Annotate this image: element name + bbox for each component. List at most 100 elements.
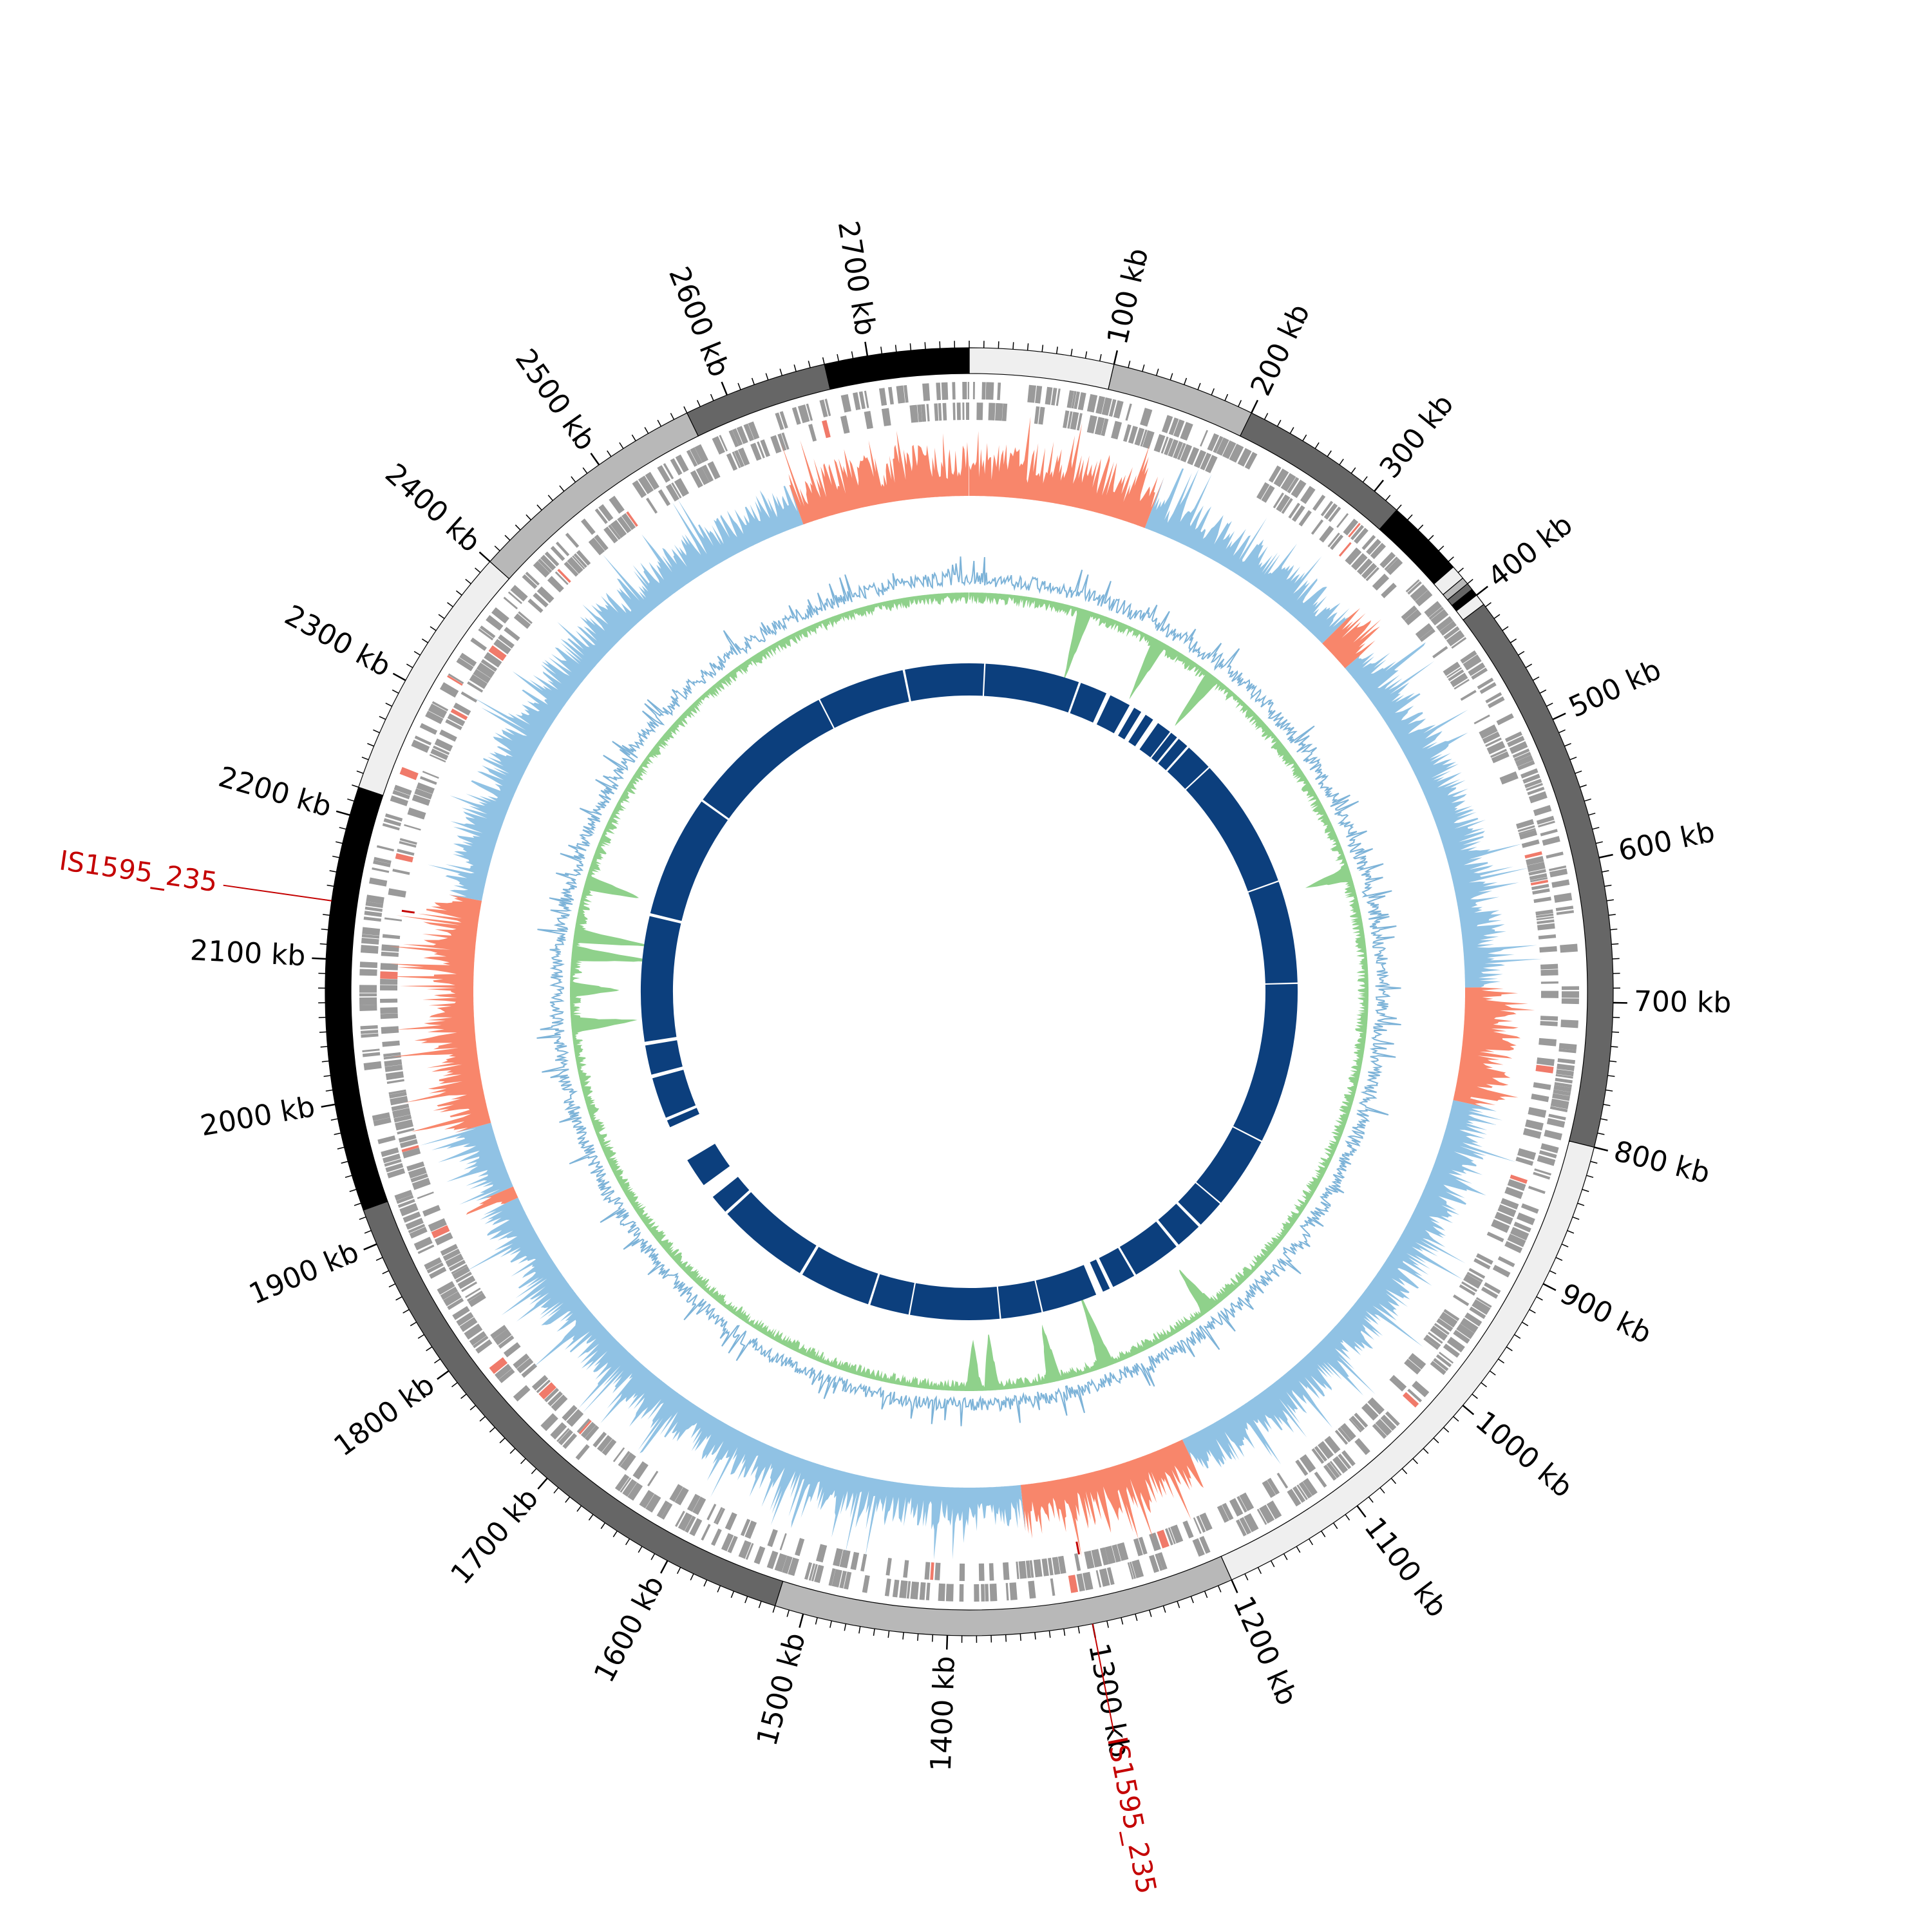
- gene-reverse: [1524, 851, 1542, 859]
- gene-reverse: [1177, 442, 1186, 460]
- gene-forward: [1557, 1058, 1576, 1065]
- minor-tick: [1555, 1256, 1563, 1261]
- outer-segment-ring: [325, 347, 1614, 1636]
- gene-forward: [1009, 1582, 1018, 1600]
- minor-tick: [504, 535, 511, 541]
- gene-reverse: [380, 998, 398, 1003]
- minor-tick: [1597, 1132, 1605, 1135]
- major-tick: [1251, 399, 1259, 413]
- gene-reverse: [1473, 714, 1490, 724]
- gene-reverse: [465, 1287, 481, 1298]
- gc-skew-band: [466, 1186, 518, 1215]
- gene-forward: [828, 1568, 836, 1586]
- gene-forward: [360, 1025, 378, 1030]
- gene-reverse: [480, 659, 498, 672]
- gene-forward: [782, 1555, 793, 1574]
- gene-reverse: [1450, 672, 1468, 688]
- gene-reverse: [1327, 532, 1340, 547]
- minor-tick: [619, 442, 624, 449]
- minor-tick: [385, 703, 392, 707]
- gene-reverse: [1217, 1504, 1229, 1523]
- minor-tick: [631, 434, 636, 441]
- gene-forward: [985, 382, 994, 400]
- gene-forward: [1549, 868, 1568, 878]
- gene-forward: [938, 1583, 945, 1602]
- gene-forward: [396, 1195, 414, 1204]
- minor-tick: [1604, 884, 1612, 887]
- gene-forward: [1446, 1336, 1465, 1353]
- gene-reverse: [498, 634, 515, 649]
- minor-tick: [1592, 827, 1600, 830]
- gene-reverse: [1164, 437, 1173, 455]
- minor-tick: [327, 884, 334, 887]
- minor-tick: [379, 715, 386, 720]
- gene-forward: [397, 1198, 415, 1208]
- minor-tick: [1012, 342, 1014, 350]
- gene-reverse: [647, 1470, 659, 1487]
- gene-reverse: [1350, 553, 1368, 571]
- gene-forward: [685, 1515, 696, 1533]
- gene-reverse: [601, 1439, 617, 1456]
- minor-tick: [1564, 743, 1571, 747]
- gene-forward: [712, 436, 725, 455]
- minor-tick: [880, 346, 883, 354]
- gene-reverse: [407, 807, 426, 820]
- gene-reverse: [1443, 1309, 1460, 1321]
- gene-reverse: [490, 1325, 507, 1340]
- gene-track: [359, 381, 1580, 1602]
- minor-tick: [1162, 1605, 1166, 1613]
- gene-forward: [1341, 1450, 1356, 1466]
- gene-reverse: [1256, 482, 1270, 500]
- minor-tick: [402, 1309, 410, 1314]
- minor-tick: [1539, 689, 1547, 694]
- gene-forward: [1035, 385, 1043, 404]
- gene-forward: [1161, 415, 1173, 433]
- inner-block-ring: [641, 663, 1298, 1321]
- gene-forward: [824, 399, 831, 417]
- gene-forward: [1534, 1168, 1551, 1176]
- gene-reverse: [976, 402, 983, 421]
- gene-forward: [475, 1339, 493, 1354]
- major-tick: [363, 1243, 377, 1251]
- minor-tick: [1327, 450, 1332, 457]
- minor-tick: [1586, 1175, 1594, 1179]
- major-tick: [321, 1103, 336, 1108]
- gene-forward: [382, 823, 400, 831]
- gene-reverse: [388, 888, 406, 898]
- gene-forward: [1076, 1573, 1085, 1592]
- gene-forward: [1433, 1358, 1449, 1372]
- gene-forward: [675, 1510, 685, 1528]
- gene-reverse: [1168, 439, 1179, 457]
- gene-reverse: [608, 524, 621, 540]
- gene-forward: [1296, 1484, 1308, 1501]
- gene-forward: [981, 382, 986, 400]
- minor-tick: [676, 1567, 681, 1574]
- minor-tick: [1314, 442, 1320, 449]
- minor-tick: [690, 1573, 694, 1581]
- gene-forward: [738, 1540, 752, 1559]
- gene-reverse: [1519, 828, 1536, 835]
- gene-forward: [359, 997, 377, 1005]
- minor-tick: [337, 1146, 345, 1150]
- annotation-marker: [1075, 1541, 1081, 1555]
- gene-reverse: [1528, 1106, 1547, 1118]
- gene-reverse: [447, 713, 466, 726]
- gene-forward: [575, 1444, 590, 1461]
- minor-tick: [367, 743, 374, 747]
- gene-reverse: [1276, 494, 1291, 513]
- minor-tick: [844, 1624, 847, 1631]
- gene-forward: [906, 1581, 911, 1599]
- gene-reverse: [1540, 990, 1559, 998]
- gene-reverse: [401, 1145, 419, 1153]
- gene-reverse: [1425, 1334, 1441, 1348]
- gene-forward: [544, 551, 560, 567]
- minor-tick: [475, 567, 481, 573]
- gene-forward: [1561, 991, 1580, 998]
- gene-reverse: [1527, 862, 1546, 873]
- gene-reverse: [1084, 1550, 1095, 1569]
- gene-reverse: [1338, 1427, 1352, 1443]
- gene-forward: [1443, 1343, 1460, 1358]
- gene-reverse: [383, 1052, 401, 1057]
- gene-forward: [1546, 851, 1564, 859]
- gene-forward: [1005, 1583, 1009, 1601]
